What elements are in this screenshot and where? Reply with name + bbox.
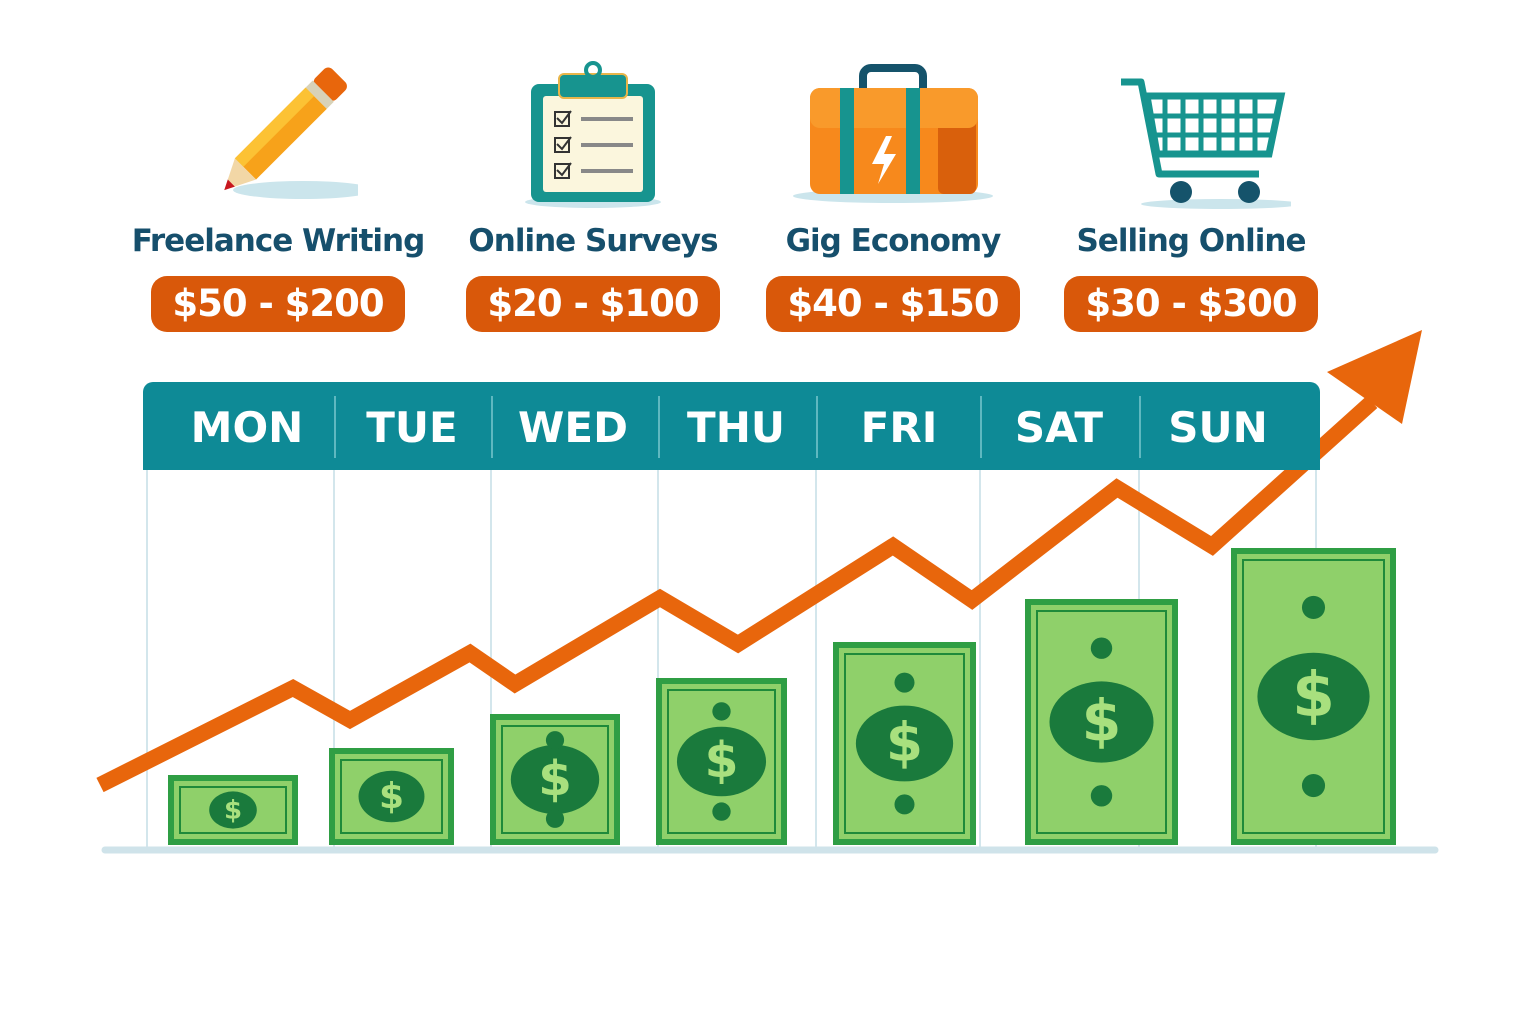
card-online-surveys: Online Surveys $20 - $100 [443, 60, 743, 332]
svg-text:$: $ [224, 795, 242, 825]
svg-text:$: $ [379, 776, 404, 817]
day-label-mon: MON [190, 403, 304, 452]
card-freelance-writing: Freelance Writing $50 - $200 [128, 60, 428, 332]
day-divider [491, 396, 493, 458]
earning-range-badge: $30 - $300 [1064, 276, 1318, 332]
day-label-wed: WED [518, 403, 628, 452]
svg-text:$: $ [1292, 660, 1335, 731]
day-divider [658, 396, 660, 458]
money-bill-icon: $ [1025, 599, 1178, 845]
weekday-header: MON TUE WED THU FRI SAT SUN [143, 382, 1320, 470]
svg-text:$: $ [705, 733, 739, 789]
earning-range-badge: $50 - $200 [151, 276, 405, 332]
card-selling-online: Selling Online $30 - $300 [1041, 60, 1341, 332]
money-bill-icon: $ [656, 678, 787, 845]
clipboard-checklist-icon [525, 61, 661, 208]
money-bill-icon: $ [1231, 548, 1396, 845]
svg-text:$: $ [538, 751, 572, 807]
shopping-cart-icon [1121, 78, 1291, 209]
day-divider [816, 396, 818, 458]
svg-text:$: $ [1082, 688, 1122, 754]
card-title: Freelance Writing [131, 223, 426, 259]
money-bill-icon: $ [833, 642, 976, 845]
money-bill-icon: $ [490, 714, 620, 845]
growth-trend-arrow [96, 396, 1378, 793]
card-title: Gig Economy [785, 223, 1002, 259]
card-title: Online Surveys [468, 223, 718, 259]
day-divider [980, 396, 982, 458]
earning-range-badge: $40 - $150 [766, 276, 1020, 332]
day-label-sun: SUN [1168, 403, 1268, 452]
pencil-icon [224, 67, 358, 199]
card-gig-economy: Gig Economy $40 - $150 [743, 60, 1043, 332]
day-label-tue: TUE [366, 403, 458, 452]
earning-range-badge: $20 - $100 [466, 276, 720, 332]
arrow-head-icon [1327, 330, 1422, 424]
day-label-thu: THU [687, 403, 785, 452]
svg-text:$: $ [886, 712, 923, 774]
day-divider [334, 396, 336, 458]
day-label-fri: FRI [860, 403, 938, 452]
day-label-sat: SAT [1014, 403, 1104, 452]
card-title: Selling Online [1076, 223, 1306, 259]
money-bill-icon: $ [168, 775, 298, 845]
day-divider [1139, 396, 1141, 458]
money-bill-icon: $ [329, 748, 454, 845]
briefcase-lightning-icon [793, 64, 993, 203]
